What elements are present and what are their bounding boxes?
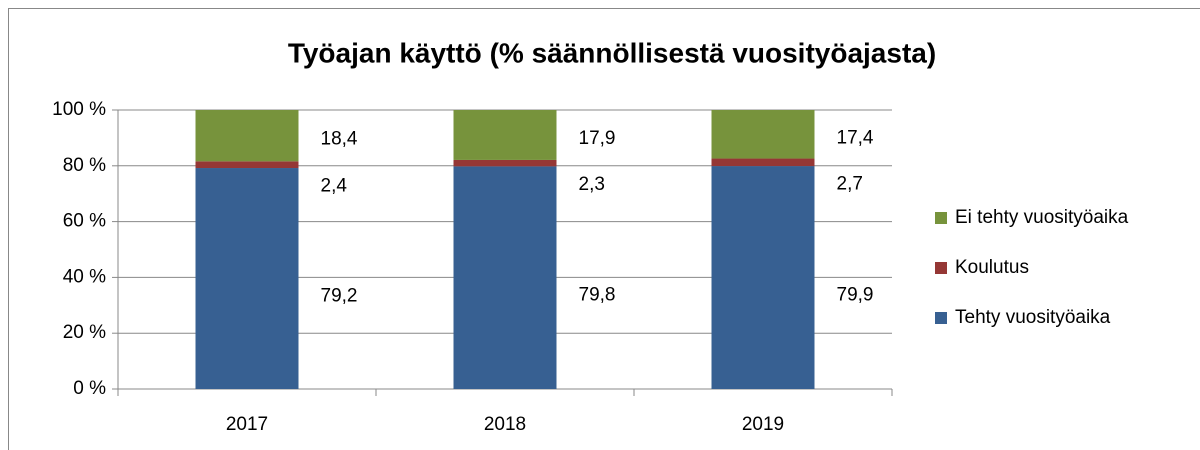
legend-label: Tehty vuosityöaika	[955, 307, 1111, 328]
chart-title: Työajan käyttö (% säännöllisestä vuosity…	[288, 37, 936, 68]
bar-segment	[711, 158, 815, 167]
legend-swatch	[935, 262, 947, 274]
bar-segment	[453, 166, 557, 389]
y-tick-label: 40 %	[63, 266, 106, 287]
bar-segment	[195, 161, 299, 169]
bar-segment	[453, 110, 557, 160]
legend-swatch	[935, 312, 947, 324]
chart-frame	[8, 8, 1200, 450]
x-tick-label: 2017	[226, 414, 268, 435]
y-tick-label: 100 %	[52, 99, 106, 120]
data-label: 2,4	[321, 176, 348, 197]
data-label: 2,7	[837, 173, 863, 194]
data-label: 79,9	[837, 285, 874, 306]
data-label: 18,4	[321, 129, 358, 150]
legend-label: Ei tehty vuosityöaika	[955, 207, 1129, 228]
bar-segment	[195, 110, 299, 162]
bar-segment	[453, 159, 557, 167]
data-label: 17,9	[579, 128, 616, 149]
legend-swatch	[935, 212, 947, 224]
bar-segment	[195, 168, 299, 389]
x-tick-label: 2019	[742, 414, 784, 435]
bar-segment	[711, 166, 815, 389]
legend-label: Koulutus	[955, 257, 1029, 278]
bar-segment	[711, 110, 815, 159]
data-label: 79,2	[321, 286, 358, 307]
data-label: 2,3	[579, 174, 605, 195]
data-label: 17,4	[837, 127, 874, 148]
y-tick-label: 20 %	[63, 322, 106, 343]
y-tick-label: 0 %	[73, 378, 106, 399]
y-tick-label: 60 %	[63, 211, 106, 232]
y-tick-label: 80 %	[63, 155, 106, 176]
data-label: 79,8	[579, 285, 616, 306]
x-tick-label: 2018	[484, 414, 526, 435]
